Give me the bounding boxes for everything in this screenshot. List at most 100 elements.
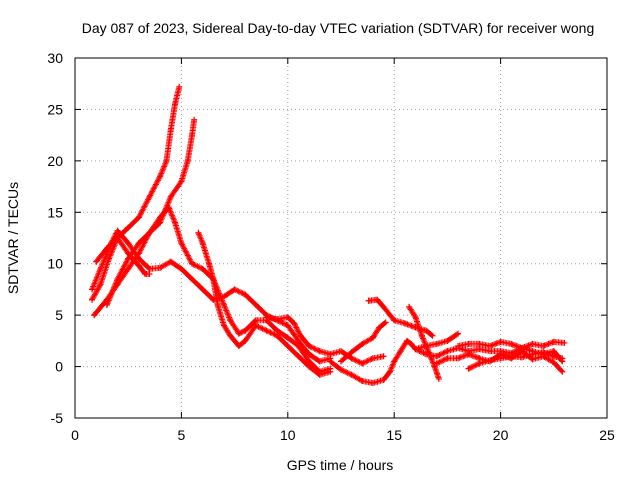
data-point — [135, 262, 142, 269]
data-point — [391, 358, 398, 365]
data-point — [163, 157, 170, 164]
data-point — [540, 349, 547, 356]
data-point — [125, 240, 132, 247]
data-point — [146, 265, 153, 272]
x-tick-label: 0 — [71, 427, 79, 443]
data-point — [359, 377, 366, 384]
axis-ticks: 0 5 10 15 20 25 -5 0 5 10 15 20 25 30 — [47, 50, 615, 443]
data-point — [369, 355, 376, 362]
data-point — [103, 301, 110, 308]
data-point — [476, 355, 483, 362]
data-point — [165, 204, 172, 211]
data-point — [114, 276, 121, 283]
data-point — [157, 214, 164, 221]
data-point — [263, 314, 270, 321]
data-point — [476, 340, 483, 347]
data-point — [135, 214, 142, 221]
y-tick-label: 0 — [55, 359, 63, 375]
data-point — [284, 314, 291, 321]
data-point — [486, 348, 493, 355]
data-point — [242, 291, 249, 298]
x-tick-label: 5 — [178, 427, 186, 443]
data-point — [242, 337, 249, 344]
data-point — [295, 343, 302, 349]
data-point — [444, 355, 451, 362]
data-point — [380, 303, 387, 310]
data-point — [359, 340, 366, 347]
data-point — [231, 286, 238, 293]
data-point — [274, 332, 281, 339]
data-point — [561, 339, 568, 346]
series-track-10 — [365, 296, 436, 339]
data-point — [146, 229, 153, 236]
data-point — [455, 330, 462, 337]
x-tick-label: 15 — [386, 427, 402, 443]
data-point — [284, 343, 291, 349]
data-series — [89, 83, 568, 387]
data-point — [425, 348, 432, 355]
data-point — [369, 334, 376, 341]
data-point — [550, 359, 557, 366]
data-point — [178, 178, 185, 185]
data-point — [297, 332, 304, 339]
data-point — [210, 276, 217, 283]
data-point — [465, 365, 472, 372]
data-point — [220, 301, 227, 308]
data-point — [338, 366, 344, 373]
data-point — [291, 320, 298, 327]
y-axis-label: SDTVAR / TECUs — [5, 182, 21, 294]
plot-frame — [74, 57, 608, 419]
data-point — [518, 345, 525, 352]
data-point — [306, 363, 313, 370]
data-point — [412, 314, 419, 321]
data-point — [252, 317, 259, 324]
data-point — [227, 317, 234, 324]
data-point — [433, 353, 440, 360]
data-point — [518, 354, 525, 361]
x-tick-label: 20 — [493, 427, 509, 443]
data-point — [252, 301, 259, 308]
data-point — [529, 340, 536, 347]
data-point — [97, 281, 104, 288]
data-point — [559, 355, 566, 362]
x-tick-label: 10 — [280, 427, 296, 443]
data-point — [476, 360, 483, 367]
data-point — [465, 351, 472, 358]
data-point — [316, 348, 323, 355]
data-point — [529, 351, 536, 358]
series-track-6 — [195, 229, 334, 378]
data-point — [401, 320, 408, 327]
data-point — [97, 265, 104, 272]
data-point — [455, 355, 462, 362]
data-point — [408, 340, 415, 347]
series-track-11 — [406, 303, 442, 382]
data-point — [172, 101, 179, 108]
data-point — [316, 358, 323, 365]
data-point — [338, 358, 344, 365]
data-point — [433, 340, 440, 347]
data-point — [295, 353, 302, 360]
data-point — [146, 193, 153, 200]
data-point — [508, 340, 515, 347]
data-point — [348, 355, 355, 362]
data-point — [135, 240, 142, 247]
y-tick-label: 20 — [47, 153, 63, 169]
chart-title: Day 087 of 2023, Sidereal Day-to-day VTE… — [82, 20, 595, 36]
data-point — [306, 351, 313, 358]
data-point — [348, 349, 355, 356]
data-point — [206, 260, 213, 267]
data-point — [167, 193, 174, 200]
data-point — [418, 332, 425, 339]
series-track-7 — [263, 314, 387, 367]
data-point — [306, 343, 313, 349]
data-point — [235, 330, 242, 337]
data-point — [178, 240, 185, 247]
data-point — [172, 219, 179, 226]
data-point — [91, 312, 98, 319]
y-tick-label: -5 — [51, 410, 64, 426]
data-point — [125, 224, 132, 231]
data-point — [214, 301, 221, 308]
data-point — [550, 353, 557, 360]
series-track-5 — [93, 235, 153, 277]
data-point — [431, 363, 438, 370]
